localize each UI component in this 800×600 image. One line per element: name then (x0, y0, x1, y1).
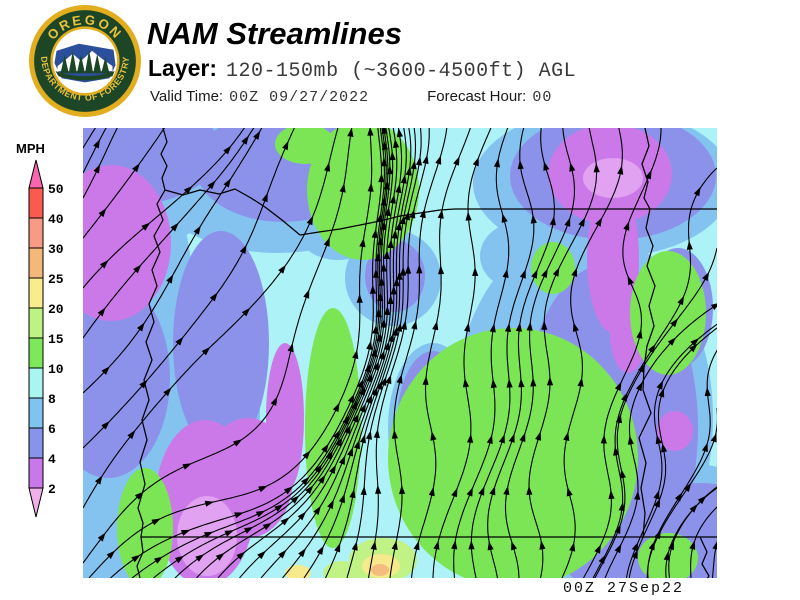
wind-speed-region (388, 328, 638, 578)
legend-color-block (28, 277, 44, 309)
logo-oregon-scene (54, 43, 116, 83)
wind-speed-region (305, 308, 361, 548)
legend-tick-label: 15 (48, 332, 64, 347)
layer-row: Layer: 120-150mb (~3600-4500ft) AGL (148, 55, 576, 83)
legend-tick-label: 2 (48, 482, 56, 497)
legend-tick-label: 40 (48, 212, 64, 227)
legend-color-block (28, 217, 44, 249)
legend-color-block (28, 307, 44, 339)
wind-speed-region (583, 158, 643, 198)
legend-tick-label: 6 (48, 422, 56, 437)
legend-arrow-up (28, 159, 44, 189)
wind-speed-region (371, 564, 389, 576)
map-timestamp: 00Z 27Sep22 (563, 580, 685, 597)
wind-speed-region (630, 251, 706, 375)
se-river (699, 536, 710, 578)
layer-label: Layer: (148, 55, 218, 81)
legend-tick-label: 10 (48, 362, 64, 377)
legend-arrow-down (28, 487, 44, 518)
layer-value: 120-150mb (~3600-4500ft) AGL (226, 60, 577, 83)
legend-color-block (28, 367, 44, 399)
coastline (136, 128, 168, 578)
wind-speed-region (307, 128, 419, 260)
streamlines-map (83, 128, 717, 578)
wind-speed-region (323, 561, 363, 578)
valid-time-label: Valid Time: (150, 88, 224, 105)
legend-color-block (28, 397, 44, 429)
legend-tick-label: 8 (48, 392, 56, 407)
forecast-hour-value: 00 (532, 89, 553, 106)
legend-tick-label: 4 (48, 452, 56, 467)
legend-tick-label: 25 (48, 272, 64, 287)
page-title: NAM Streamlines (147, 16, 402, 51)
legend-color-block (28, 457, 44, 489)
odf-logo: OREGON DEPARTMENT OF FORESTRY (29, 5, 141, 117)
legend-title: MPH (16, 141, 45, 156)
wind-speed-region (657, 411, 693, 451)
legend-tick-label: 50 (48, 182, 64, 197)
time-row: Valid Time: 00Z 09/27/2022 Forecast Hour… (150, 88, 552, 106)
east-border (638, 128, 656, 538)
legend-color-block (28, 337, 44, 369)
valid-time-value: 00Z 09/27/2022 (229, 89, 370, 106)
legend-color-block (28, 187, 44, 219)
legend-color-block (28, 247, 44, 279)
wind-speed-region (173, 231, 269, 455)
wind-speed-region (266, 343, 304, 493)
wind-speed-region (285, 565, 311, 578)
wind-speed-legend: MPH 50 40 30 25 20 15 10 8 6 4 2 (16, 141, 64, 518)
legend-tick-label: 20 (48, 302, 64, 317)
legend-color-block (28, 427, 44, 459)
legend-tick-label: 30 (48, 242, 64, 257)
wind-speed-region (117, 468, 173, 578)
streamline-arrowheads (93, 128, 717, 564)
forecast-hour-label: Forecast Hour: (427, 88, 527, 105)
